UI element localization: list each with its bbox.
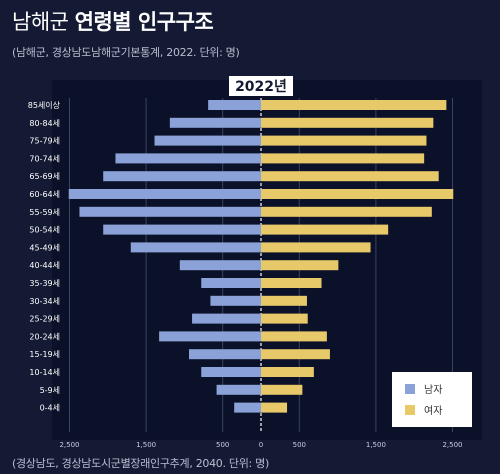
x-tick-label: 2,500 (59, 441, 79, 449)
age-label: 60-64세 (29, 190, 60, 199)
bar-male (115, 153, 262, 164)
bar-female (261, 384, 303, 395)
bars (68, 100, 454, 413)
bar-male (68, 189, 261, 199)
legend-label-male: 남자 (424, 384, 442, 396)
bar-male (169, 117, 261, 128)
x-tick-label: 1,500 (366, 441, 386, 449)
bar-male (201, 278, 261, 288)
year-label: 2022년 (235, 79, 287, 95)
age-label: 80-84세 (29, 119, 60, 128)
year-badge-box (229, 76, 293, 96)
bar-female (261, 206, 432, 217)
age-label: 55-59세 (29, 208, 60, 217)
legend-swatch-female (405, 405, 415, 415)
title-main: 연령별 인구구조 (74, 10, 214, 34)
bar-female (261, 153, 425, 164)
subtitle: (남해군, 경상남도남해군기본통계, 2022. 단위: 명) (12, 46, 240, 59)
x-tick-label: 2,500 (442, 441, 462, 449)
age-label: 70-74세 (29, 154, 60, 163)
age-label: 5-9세 (40, 386, 60, 395)
bar-male (234, 402, 261, 413)
bar-female (261, 260, 339, 271)
bar-male (192, 313, 261, 324)
age-label: 20-24세 (29, 332, 60, 341)
bar-female (261, 402, 288, 413)
bar-male (103, 224, 261, 235)
bar-female (261, 349, 330, 360)
x-tick-label: 0 (259, 441, 263, 449)
bar-male (216, 384, 261, 395)
bar-female (261, 224, 389, 235)
bar-male (130, 242, 261, 253)
bar-male (210, 295, 261, 306)
age-label: 40-44세 (29, 261, 60, 270)
bar-female (261, 367, 314, 377)
bar-female (261, 135, 427, 146)
bar-female (261, 117, 434, 128)
age-label: 0-4세 (40, 404, 60, 413)
bar-male (179, 260, 261, 271)
bar-male (201, 367, 261, 377)
page-title: 남해군 연령별 인구구조 (12, 6, 214, 36)
source-note: (경상남도, 경상남도시군별장래인구추계, 2040. 단위: 명) (12, 457, 269, 470)
age-label: 85세이상 (28, 100, 61, 110)
legend: 남자 여자 (392, 372, 472, 427)
legend-box (392, 372, 472, 427)
bar-male (154, 135, 261, 146)
year-badge: 2022년 (229, 76, 293, 96)
legend-label-female: 여자 (424, 405, 442, 417)
bar-male (103, 171, 261, 182)
bar-male (79, 206, 261, 217)
x-tick-labels: 2,500 1,500 500 0 500 1,500 2,500 (59, 441, 462, 449)
legend-swatch-male (405, 384, 415, 394)
bar-female (261, 331, 327, 342)
bar-female (261, 242, 371, 253)
age-label: 10-14세 (29, 368, 60, 377)
age-label: 75-79세 (29, 137, 60, 146)
age-label: 45-49세 (29, 243, 60, 252)
bar-female (261, 278, 322, 288)
x-tick-label: 500 (216, 441, 229, 449)
age-label: 25-29세 (29, 315, 60, 324)
bar-female (261, 100, 447, 110)
bar-male (208, 100, 261, 110)
age-label: 35-39세 (29, 279, 60, 288)
bar-female (261, 171, 439, 182)
bar-female (261, 295, 307, 306)
bar-female (261, 189, 454, 199)
bar-male (188, 349, 261, 360)
age-label: 65-69세 (29, 172, 60, 181)
age-labels: 85세이상 80-84세 75-79세 70-74세 65-69세 60-64세 55-59… (28, 100, 61, 413)
bar-male (159, 331, 261, 342)
bar-female (261, 313, 308, 324)
title-region: 남해군 (12, 10, 69, 34)
x-tick-label: 500 (293, 441, 306, 449)
age-label: 15-19세 (29, 350, 60, 359)
age-label: 50-54세 (29, 226, 60, 235)
x-tick-label: 1,500 (136, 441, 156, 449)
age-label: 30-34세 (29, 297, 60, 306)
